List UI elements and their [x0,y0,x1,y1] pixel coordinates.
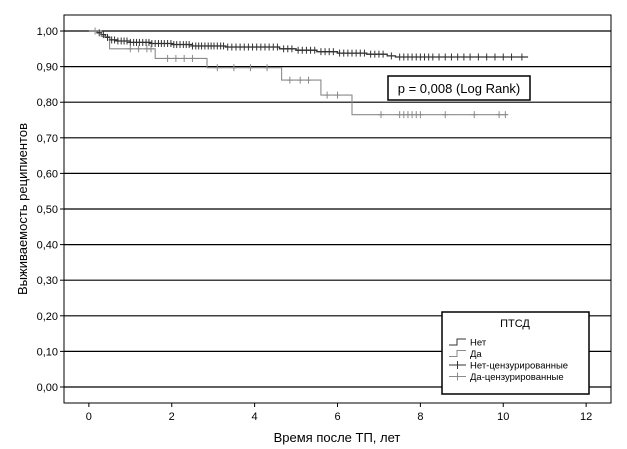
censor-mark [460,53,467,61]
y-tick-label: 0,50 [37,204,58,216]
censor-mark [230,64,237,72]
y-tick-label: 0,30 [37,275,58,287]
x-axis: 0 2 4 6 8 10 12 [86,403,592,423]
legend-label: Да-цензурированные [470,372,564,383]
y-axis-title: Выживаемость реципиентов [15,123,30,295]
censor-mark [500,53,507,61]
annotation-box: p = 0,008 (Log Rank) [387,75,531,101]
censor-mark [305,76,312,84]
y-tick-label: 0,10 [37,346,58,358]
x-tick-label: 10 [497,411,509,423]
y-tick-label: 0,90 [37,62,58,74]
y-tick-label: 1,00 [37,26,58,38]
censor-marks [92,27,525,119]
censor-mark [181,54,188,62]
censor-mark [286,76,293,84]
censor-mark [186,41,193,49]
legend-label: Да [470,349,482,360]
censor-mark [502,111,509,119]
legend-title: ПТСД [500,318,530,330]
censor-mark [96,29,103,37]
censor-mark [189,54,196,62]
censor-mark [288,45,295,53]
censor-mark [92,27,99,35]
censor-mark [429,53,436,61]
x-tick-label: 0 [86,411,92,423]
censor-mark [388,52,395,60]
censor-mark [508,53,515,61]
x-tick-label: 12 [580,411,592,423]
censor-mark [135,45,142,53]
censor-mark [104,33,111,41]
censor-mark [518,53,525,61]
legend-label: Нет [470,338,487,349]
censor-mark [123,37,130,45]
y-axis: 0,00 0,10 0,20 0,30 0,40 0,50 0,60 0,70 0,80 0,90… [37,26,64,394]
censor-mark [274,43,281,51]
y-tick-label: 0,20 [37,311,58,323]
x-tick-label: 8 [417,411,423,423]
y-tick-label: 0,40 [37,240,58,252]
censor-mark [111,36,118,44]
censor-mark [442,111,449,119]
legend-item: Да [449,349,482,360]
censor-mark [247,64,254,72]
censor-mark [100,31,107,39]
x-tick-label: 6 [334,411,340,423]
censor-mark [214,64,221,72]
legend-symbol [449,338,466,346]
legend-item: Нет-цензурированные [449,361,568,372]
annotation-text: p = 0,008 (Log Rank) [398,81,521,96]
y-tick-label: 0,00 [37,382,58,394]
censor-mark [334,91,341,99]
censor-mark [330,48,337,56]
censor-mark [454,53,461,61]
censor-mark [436,53,443,61]
legend-item: Да-цензурированные [449,372,564,383]
censor-mark [471,111,478,119]
legend-label: Нет-цензурированные [470,361,568,372]
censor-mark [475,53,482,61]
censor-mark [167,39,174,47]
censor-mark [483,53,490,61]
censor-mark [448,53,455,61]
censor-mark [380,50,387,58]
censor-mark [442,53,449,61]
censor-mark [148,45,155,53]
censor-mark [297,76,304,84]
y-tick-label: 0,80 [37,97,58,109]
censor-mark [467,53,474,61]
y-tick-label: 0,60 [37,168,58,180]
legend-symbol [449,350,466,357]
y-tick-label: 0,70 [37,133,58,145]
censor-mark [496,111,503,119]
censor-mark [324,91,331,99]
censor-mark [127,45,134,53]
censor-mark [311,46,318,54]
censor-mark [361,49,368,57]
x-tick-label: 4 [252,411,258,423]
censor-mark [417,111,424,119]
censor-mark [145,38,152,46]
censor-mark [264,64,271,72]
censor-mark [172,54,179,62]
x-tick-label: 2 [169,411,175,423]
censor-mark [378,111,385,119]
x-axis-title: Время после ТП, лет [274,430,401,445]
legend: ПТСД НетДаНет-цензурированныеДа-цензурир… [441,311,590,395]
censor-mark [164,54,171,62]
censor-mark [491,53,498,61]
legend-item: Нет [449,338,487,349]
censor-mark [220,42,227,50]
